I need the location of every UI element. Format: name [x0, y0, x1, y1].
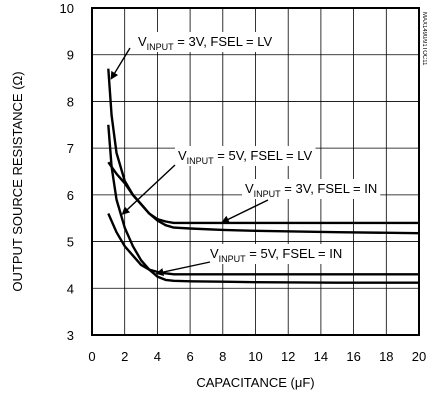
series-label-4: VINPUT = 5V, FSEL = IN: [210, 246, 342, 264]
y-tick-label: 9: [67, 48, 74, 63]
series-label-rest: = 5V, FSEL = LV: [214, 148, 313, 163]
x-tick-label: 18: [379, 349, 393, 364]
y-tick-label: 8: [67, 94, 74, 109]
series-label-sub: INPUT: [147, 42, 175, 52]
x-tick-label: 10: [248, 349, 262, 364]
series-label-1: VINPUT = 3V, FSEL = LV: [138, 34, 273, 52]
annotation-arrow: [155, 261, 211, 276]
series-label-3: VINPUT = 3V, FSEL = IN: [245, 181, 377, 199]
annotation-arrow: [221, 199, 269, 223]
series-label-bg: [135, 32, 276, 52]
series-label-sub: INPUT: [219, 254, 247, 264]
x-tick-label: 0: [88, 349, 95, 364]
figure-code: MAX1490/91TOC11: [421, 12, 427, 66]
series-label-bg: [242, 179, 381, 199]
x-tick-label: 12: [281, 349, 295, 364]
series-label-rest: = 3V, FSEL = IN: [281, 181, 378, 196]
series-label-sub: INPUT: [187, 156, 215, 166]
series-label-v: V: [245, 181, 254, 196]
x-tick-label: 8: [219, 349, 226, 364]
x-tick-label: 20: [412, 349, 426, 364]
annotation-arrow: [121, 164, 176, 215]
series-label-sub: INPUT: [254, 189, 282, 199]
x-tick-label: 2: [121, 349, 128, 364]
annotation-arrow: [110, 47, 131, 80]
series-label-bg: [207, 244, 346, 264]
grid: [91, 7, 420, 336]
x-tick-label: 14: [314, 349, 328, 364]
x-tick-label: 6: [186, 349, 193, 364]
y-tick-label: 4: [67, 281, 74, 296]
series-label-v: V: [210, 246, 219, 261]
x-tick-label: 4: [154, 349, 161, 364]
series-line-2: [107, 124, 419, 284]
tick-labels: 0 2 4 6 8 10 12 14 16 18 20 3 4 5 6 7 8 9 10: [60, 1, 427, 364]
series-label-v: V: [138, 34, 147, 49]
series-label-rest: = 5V, FSEL = IN: [246, 246, 343, 261]
y-tick-label: 7: [67, 141, 74, 156]
x-axis-title: CAPACITANCE (μF): [196, 375, 314, 390]
series-label-rest: = 3V, FSEL = LV: [174, 34, 273, 49]
y-axis-title: OUTPUT SOURCE RESISTANCE (Ω): [10, 71, 25, 291]
x-tick-label: 16: [346, 349, 360, 364]
series-label-2: VINPUT = 5V, FSEL = LV: [178, 148, 313, 166]
y-tick-label: 10: [60, 1, 74, 16]
series-line-3: [107, 161, 419, 225]
plot-frame: [91, 7, 420, 336]
series-line-1: [107, 68, 420, 235]
series-label-bg: [175, 146, 316, 166]
y-tick-label: 3: [67, 328, 74, 343]
series-label-v: V: [178, 148, 187, 163]
y-tick-label: 5: [67, 235, 74, 250]
y-tick-label: 6: [67, 188, 74, 203]
